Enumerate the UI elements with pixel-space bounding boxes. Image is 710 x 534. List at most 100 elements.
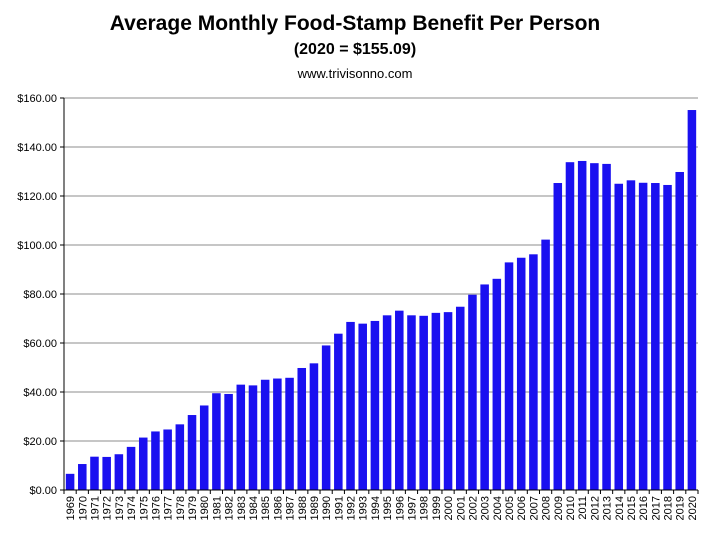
x-tick-label: 1993 [358,496,370,520]
x-tick-label: 1980 [199,496,211,520]
x-tick-label: 1982 [224,496,236,520]
x-tick-label: 1974 [126,496,138,520]
x-tick-label: 1971 [89,496,101,520]
bar [395,310,404,490]
x-tick-label: 2019 [675,496,687,520]
x-tick-label: 1969 [65,496,77,520]
x-tick-label: 1978 [175,496,187,520]
bar [175,424,185,490]
bar [187,415,197,490]
x-tick-label: 1977 [163,496,175,520]
bar [224,393,233,490]
x-tick-label: 2009 [553,496,565,520]
x-tick-label: 2015 [626,496,638,520]
y-tick-label: $120.00 [17,191,57,203]
bar [553,183,563,490]
bar [102,456,111,490]
bar [565,162,575,490]
x-tick-label: 1988 [297,496,309,520]
x-tick-label: 1999 [431,496,443,520]
x-tick-label: 1984 [248,496,260,520]
bar [663,184,672,490]
x-tick-label: 1981 [211,496,223,520]
bar [516,257,526,490]
x-tick-label: 2005 [504,496,516,520]
bar [260,379,270,490]
bar [90,456,99,490]
bar [346,321,355,490]
source-url: www.trivisonno.com [297,66,413,81]
bar [431,312,441,490]
x-tick-label: 1986 [272,496,284,520]
bar [114,454,124,490]
bar [236,384,246,490]
bar [638,182,648,490]
bar [419,315,428,490]
x-tick-label: 1976 [150,496,162,520]
x-tick-label: 1989 [309,496,321,520]
bar [480,284,489,490]
y-tick-label: $60.00 [23,338,57,350]
x-tick-label: 2016 [638,496,650,520]
bar [309,363,319,490]
bar [199,405,209,490]
bar [297,367,307,490]
x-tick-label: 1973 [114,496,126,520]
x-tick-label: 2018 [663,496,675,520]
bar [138,437,148,490]
x-tick-label: 2006 [516,496,528,520]
bar [541,239,550,490]
x-tick-label: 1979 [187,496,199,520]
bar [163,429,172,490]
y-tick-label: $40.00 [23,387,57,399]
bar [443,312,453,490]
chart-title: Average Monthly Food-Stamp Benefit Per P… [109,12,601,35]
x-tick-label: 2004 [492,496,504,520]
x-tick-label: 2000 [443,496,455,520]
x-tick-label: 1991 [333,496,345,520]
x-tick-label: 2002 [467,496,479,520]
x-tick-label: 2020 [687,496,699,520]
bar [151,431,160,490]
bar [455,306,465,490]
bar [529,254,538,490]
bar [407,315,416,490]
y-tick-label: $140.00 [17,142,57,154]
bar [651,183,660,490]
y-tick-label: $80.00 [23,289,57,301]
bar [126,446,136,490]
x-tick-label: 2008 [541,496,553,520]
x-tick-label: 1972 [102,496,114,520]
y-tick-label: $160.00 [17,93,57,105]
chart-subtitle: (2020 = $155.09) [293,41,417,58]
x-tick-label: 2011 [577,496,589,520]
bar [248,385,258,490]
x-tick-label: 1983 [236,496,248,520]
x-tick-label: 2003 [480,496,492,520]
bar [273,378,282,490]
x-tick-label: 2013 [602,496,614,520]
bar [687,110,697,490]
x-tick-label: 1970 [77,496,89,520]
bar [492,278,502,490]
bar [78,464,87,490]
bar [382,315,392,490]
x-tick-label: 1998 [419,496,431,520]
y-tick-label: $20.00 [23,436,57,448]
x-tick-label: 1992 [346,496,358,520]
x-tick-label: 2012 [589,496,601,520]
bar [577,160,587,490]
x-tick-label: 1975 [138,496,150,520]
bar [358,323,367,490]
x-tick-label: 1990 [321,496,333,520]
bar [212,393,221,490]
bar [590,163,599,491]
x-tick-label: 1994 [370,496,382,520]
x-tick-label: 1995 [382,496,394,520]
bar [468,294,477,490]
bar [321,345,331,490]
x-tick-label: 2010 [565,496,577,520]
x-tick-label: 2014 [614,496,626,520]
